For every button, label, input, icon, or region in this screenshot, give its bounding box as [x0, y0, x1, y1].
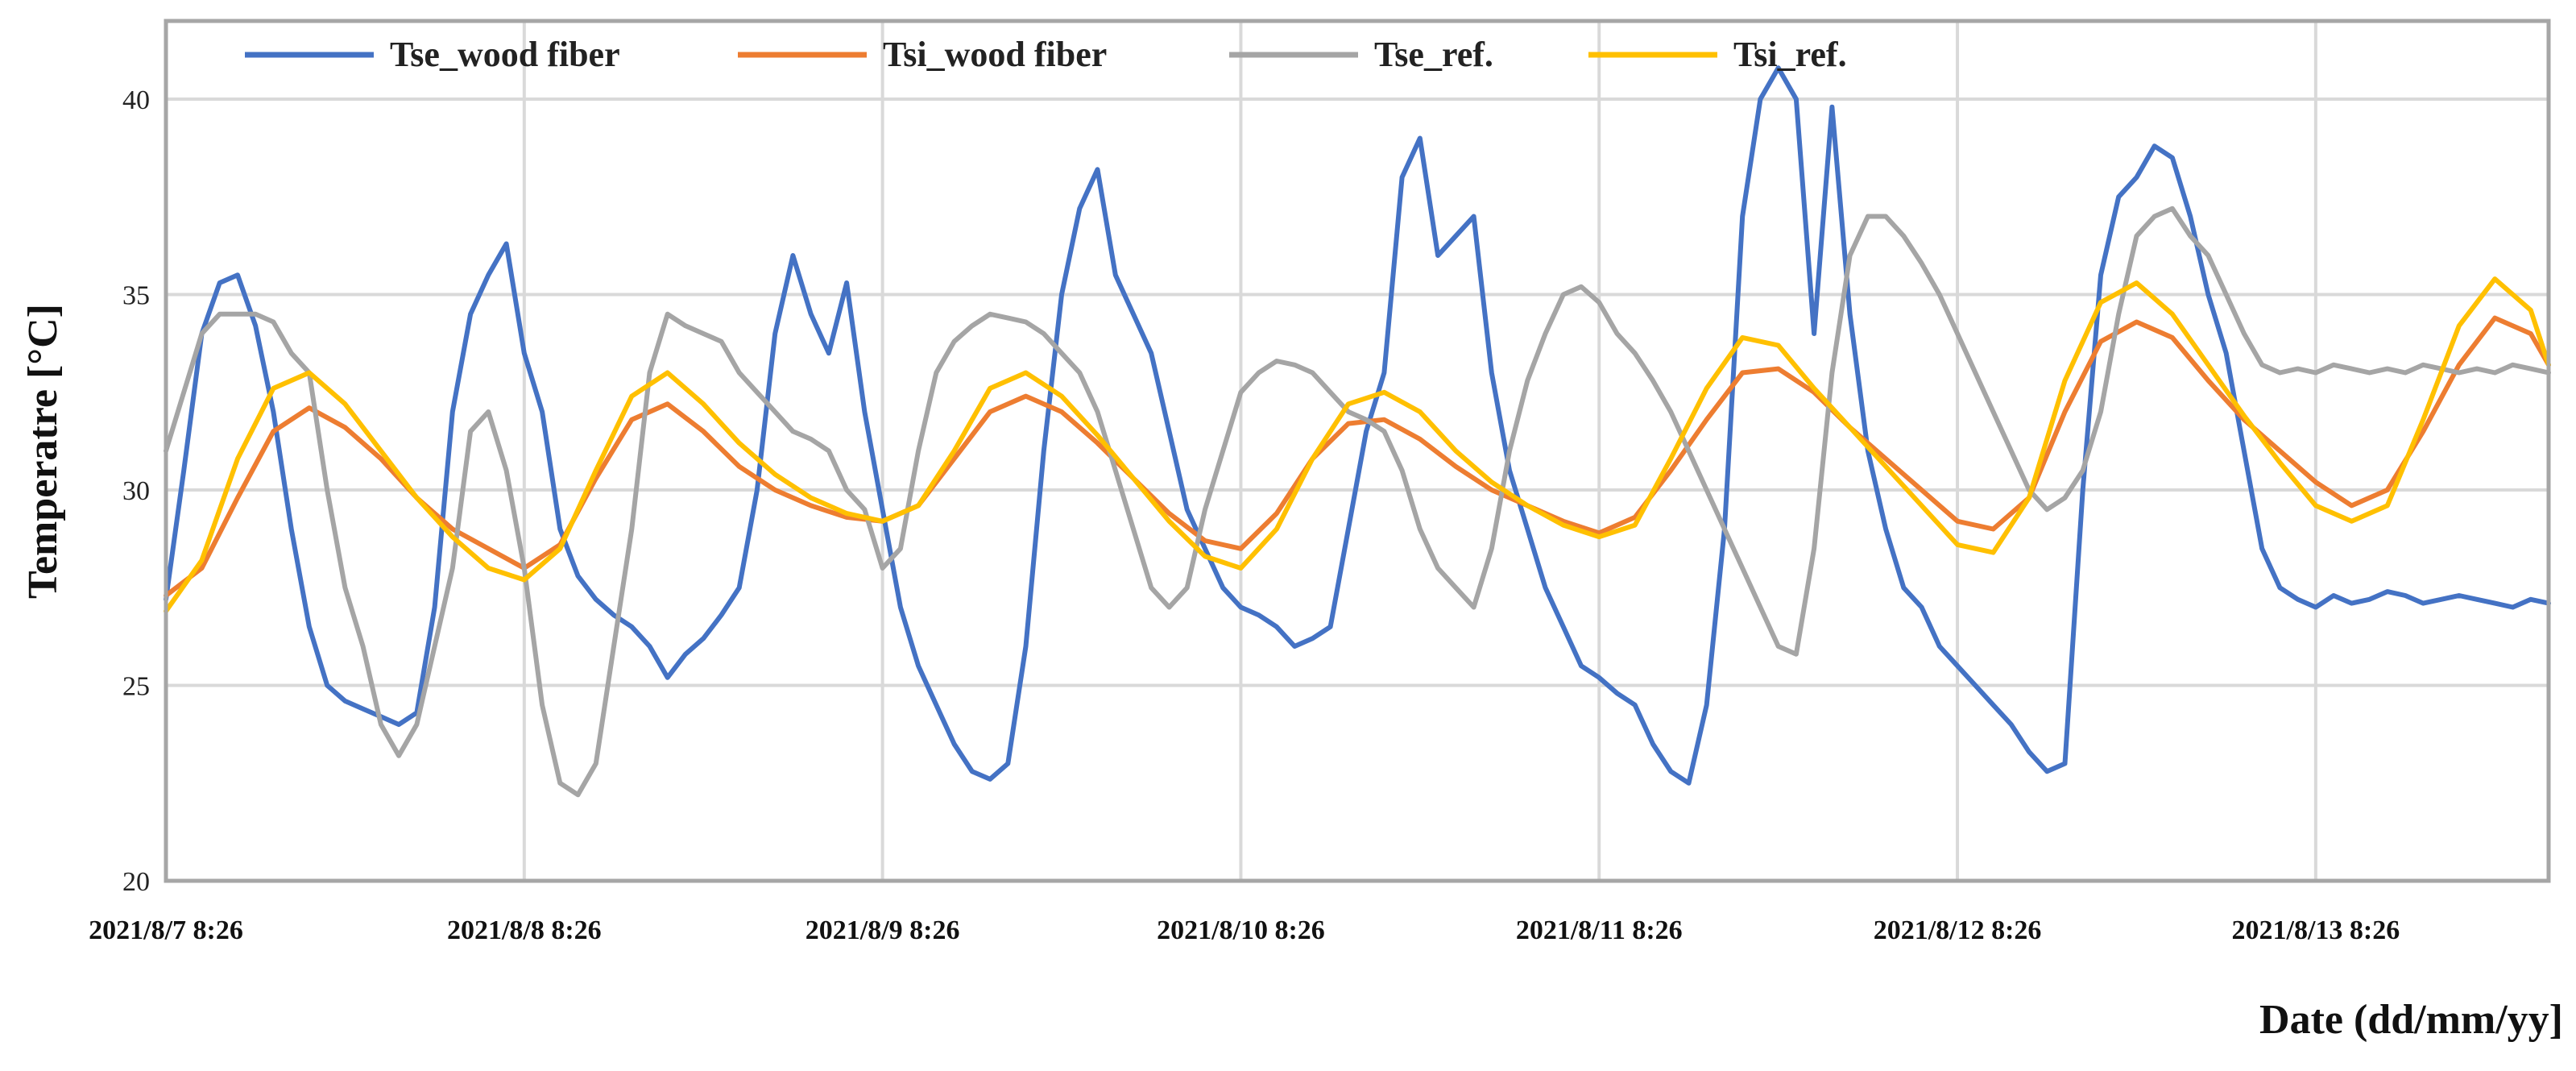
legend-label-0: Tse_wood fiber — [390, 35, 620, 74]
legend: Tse_wood fiber Tsi_wood fiber Tse_ref. Tsi_… — [245, 35, 1847, 74]
legend-item-3: Tsi_ref. — [1588, 35, 1847, 74]
x-tick-label-5: 2021/8/12 8:26 — [1874, 915, 2042, 945]
y-tick-label-2: 30 — [122, 476, 150, 506]
series-line-tse-ref- — [164, 205, 2551, 798]
y-axis-label: Temperatre [°C] — [20, 304, 66, 599]
x-tick-label-4: 2021/8/11 8:26 — [1516, 915, 1683, 945]
x-tick-label-0: 2021/8/7 8:26 — [89, 915, 243, 945]
y-tick-label-1: 25 — [122, 672, 150, 702]
legend-label-1: Tsi_wood fiber — [883, 35, 1107, 74]
x-tick-label-2: 2021/8/9 8:26 — [806, 915, 960, 945]
y-tick-label-3: 35 — [122, 281, 150, 311]
series-layer — [164, 65, 2551, 798]
x-axis-label: Date (dd/mm/yy] — [2259, 997, 2563, 1043]
legend-label-2: Tse_ref. — [1374, 35, 1493, 74]
series-line-tsi-ref- — [164, 276, 2551, 614]
y-tick-label-0: 20 — [122, 867, 150, 897]
plot-frame — [164, 19, 2551, 883]
x-tick-label-3: 2021/8/10 8:26 — [1157, 915, 1325, 945]
legend-label-3: Tsi_ref. — [1733, 35, 1847, 74]
legend-item-2: Tse_ref. — [1229, 35, 1493, 74]
legend-item-1: Tsi_wood fiber — [738, 35, 1107, 74]
x-tick-label-1: 2021/8/8 8:26 — [447, 915, 602, 945]
x-tick-labels: 2021/8/7 8:26 2021/8/8 8:26 2021/8/9 8:26 2… — [89, 915, 2400, 945]
y-tick-label-4: 40 — [122, 85, 150, 115]
legend-item-0: Tse_wood fiber — [245, 35, 620, 74]
y-tick-labels: 20 25 30 35 40 — [122, 85, 150, 897]
x-tick-label-6: 2021/8/13 8:26 — [2232, 915, 2400, 945]
